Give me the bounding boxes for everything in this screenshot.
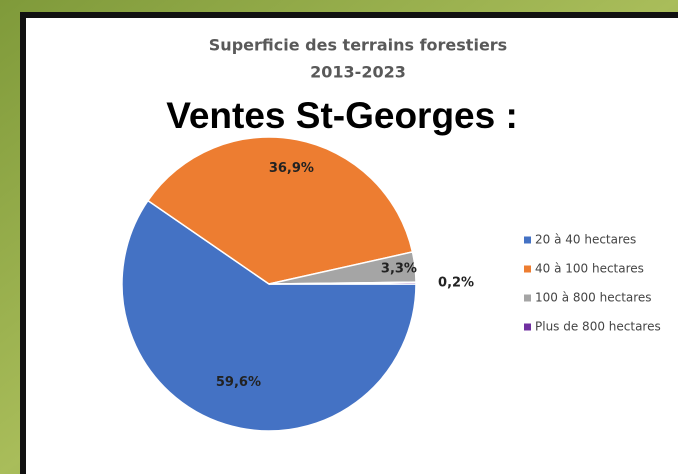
annotation: Ventes St-Georges : <box>166 95 518 136</box>
data-label: 3,3% <box>381 261 417 276</box>
legend-swatch <box>524 295 531 302</box>
data-label: 36,9% <box>269 161 314 176</box>
chart-title: Superficie des terrains forestiers <box>209 36 507 55</box>
legend-swatch <box>524 266 531 273</box>
page: Superficie des terrains forestiers 2013-… <box>0 0 678 474</box>
legend-label: Plus de 800 hectares <box>535 320 661 334</box>
legend-swatch <box>524 237 531 244</box>
legend-swatch <box>524 324 531 331</box>
legend-label: 40 à 100 hectares <box>535 262 644 276</box>
data-label: 59,6% <box>216 375 261 390</box>
data-label: 0,2% <box>438 275 474 290</box>
legend-label: 100 à 800 hectares <box>535 291 652 305</box>
legend-label: 20 à 40 hectares <box>535 233 636 247</box>
chart-subtitle: 2013-2023 <box>310 63 406 82</box>
